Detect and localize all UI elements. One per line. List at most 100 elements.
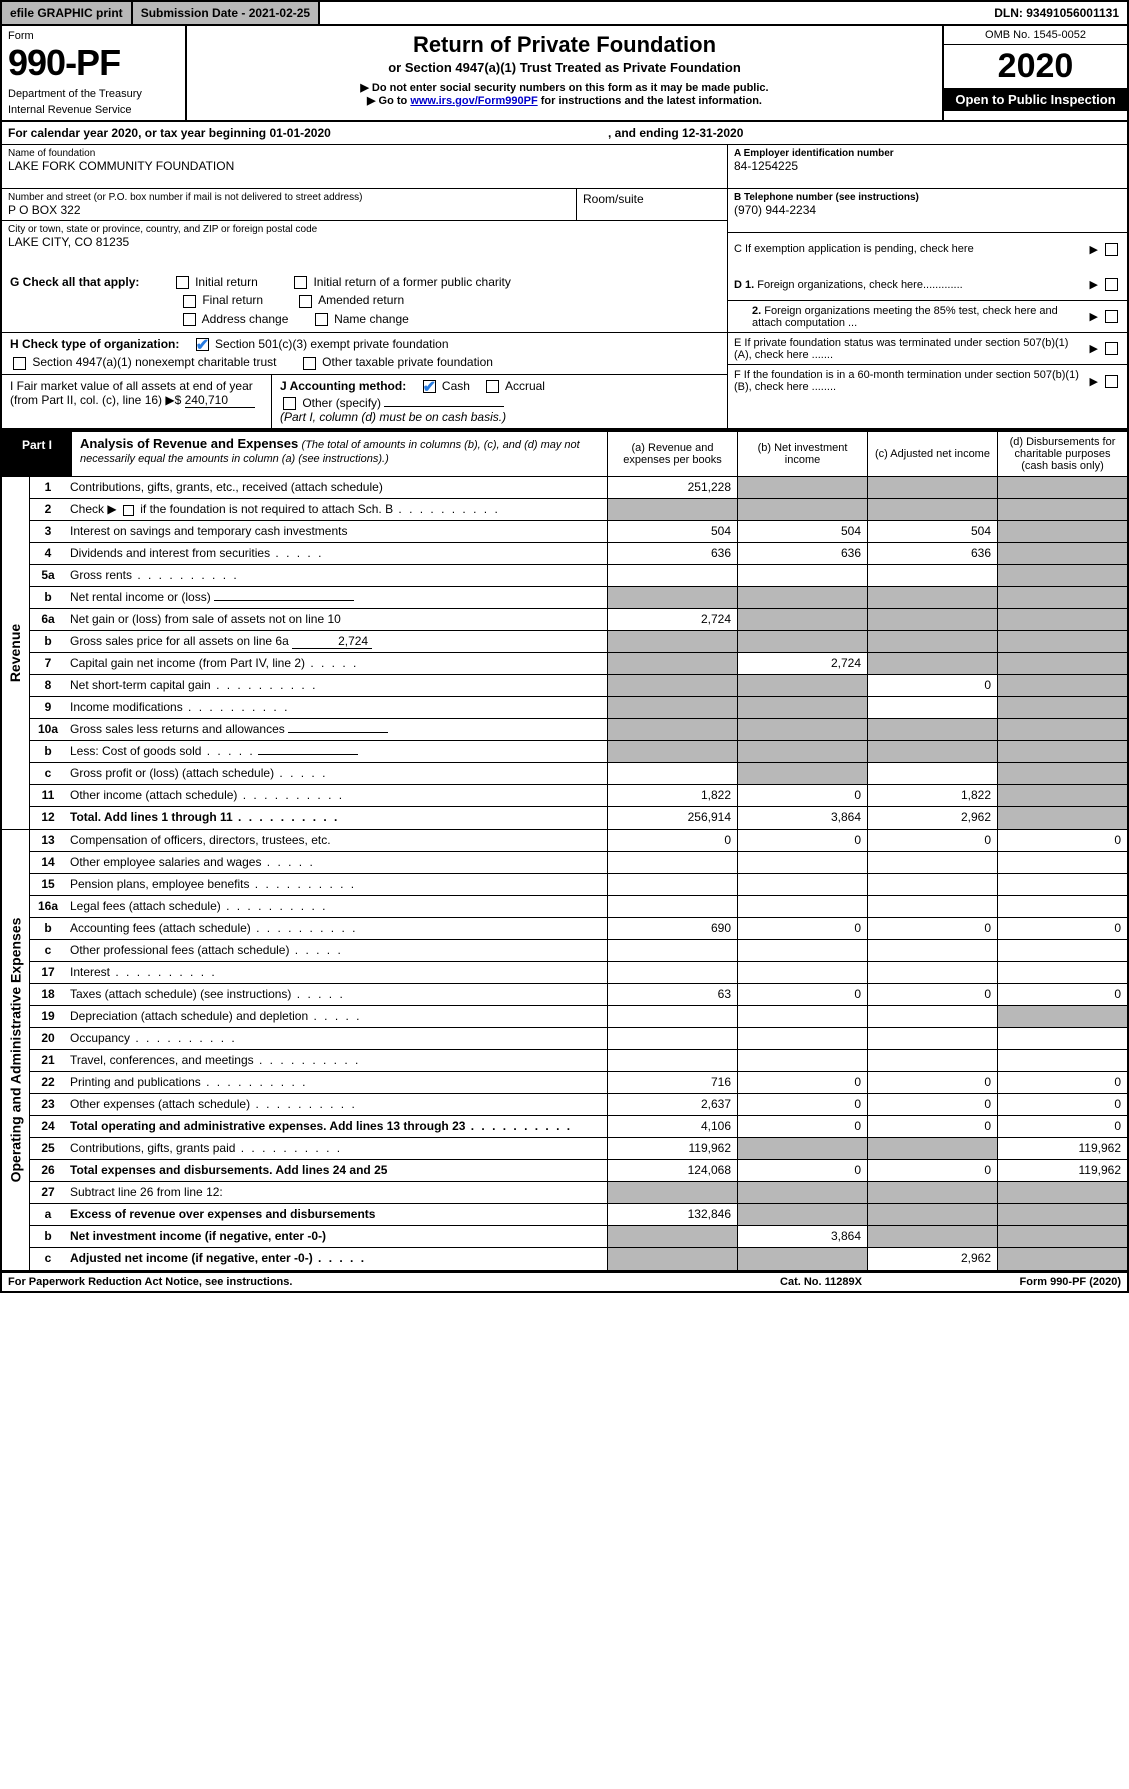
chk-other-method[interactable] bbox=[283, 397, 296, 410]
row-27a: aExcess of revenue over expenses and dis… bbox=[30, 1204, 1127, 1226]
header-center: Return of Private Foundation or Section … bbox=[187, 26, 942, 120]
c-exemption-row: C If exemption application is pending, c… bbox=[728, 233, 1127, 265]
dln: DLN: 93491056001131 bbox=[986, 2, 1127, 24]
g-label: G Check all that apply: bbox=[10, 275, 139, 289]
row-2: 2Check ▶ if the foundation is not requir… bbox=[30, 499, 1127, 521]
g-name-change: Name change bbox=[334, 312, 409, 326]
footer: For Paperwork Reduction Act Notice, see … bbox=[0, 1272, 1129, 1293]
i-value: 240,710 bbox=[185, 393, 255, 408]
row-19: 19Depreciation (attach schedule) and dep… bbox=[30, 1006, 1127, 1028]
row-18: 18Taxes (attach schedule) (see instructi… bbox=[30, 984, 1127, 1006]
d2-text: Foreign organizations meeting the 85% te… bbox=[752, 305, 1058, 329]
goto-suffix: for instructions and the latest informat… bbox=[538, 95, 762, 107]
row-14: 14Other employee salaries and wages bbox=[30, 852, 1127, 874]
chk-f[interactable] bbox=[1105, 375, 1118, 388]
j-other-blank bbox=[384, 406, 504, 407]
name-label: Name of foundation bbox=[8, 148, 721, 159]
info-block: Name of foundation LAKE FORK COMMUNITY F… bbox=[0, 145, 1129, 269]
ein-label: A Employer identification number bbox=[734, 148, 1121, 159]
row-6a: 6aNet gain or (loss) from sale of assets… bbox=[30, 609, 1127, 631]
name-value: LAKE FORK COMMUNITY FOUNDATION bbox=[8, 159, 721, 173]
j-label: J Accounting method: bbox=[280, 379, 406, 393]
arrow-icon: ▶ bbox=[1090, 243, 1098, 256]
dept-treasury: Department of the Treasury bbox=[8, 88, 179, 100]
form-header: Form 990-PF Department of the Treasury I… bbox=[0, 26, 1129, 122]
footer-center: Cat. No. 11289X bbox=[721, 1276, 921, 1288]
col-a-head: (a) Revenue and expenses per books bbox=[607, 432, 737, 476]
chk-name-change[interactable] bbox=[315, 313, 328, 326]
g-addr-change: Address change bbox=[202, 312, 289, 326]
d2-row: 2. Foreign organizations meeting the 85%… bbox=[728, 301, 1127, 333]
addr-label: Number and street (or P.O. box number if… bbox=[8, 192, 570, 203]
d1-text: Foreign organizations, check here.......… bbox=[757, 279, 962, 291]
chk-d1[interactable] bbox=[1105, 278, 1118, 291]
row-5a: 5aGross rents bbox=[30, 565, 1127, 587]
section-ghij: G Check all that apply: Initial return I… bbox=[0, 269, 1129, 430]
chk-amended[interactable] bbox=[299, 295, 312, 308]
row-1: 1Contributions, gifts, grants, etc., rec… bbox=[30, 477, 1127, 499]
foundation-name-cell: Name of foundation LAKE FORK COMMUNITY F… bbox=[2, 145, 727, 189]
j-accrual: Accrual bbox=[505, 379, 545, 393]
chk-accrual[interactable] bbox=[486, 380, 499, 393]
chk-cash[interactable] bbox=[423, 380, 436, 393]
chk-final[interactable] bbox=[183, 295, 196, 308]
row-17: 17Interest bbox=[30, 962, 1127, 984]
row-6b: bGross sales price for all assets on lin… bbox=[30, 631, 1127, 653]
address-cell: Number and street (or P.O. box number if… bbox=[2, 189, 577, 220]
row-16a: 16aLegal fees (attach schedule) bbox=[30, 896, 1127, 918]
ein-value: 84-1254225 bbox=[734, 159, 1121, 173]
j-cell: J Accounting method: Cash Accrual Other … bbox=[272, 375, 727, 429]
chk-4947[interactable] bbox=[13, 357, 26, 370]
chk-e[interactable] bbox=[1105, 342, 1118, 355]
g-initial-former: Initial return of a former public charit… bbox=[313, 275, 510, 289]
val-6b: 2,724 bbox=[292, 634, 372, 649]
chk-initial-return[interactable] bbox=[176, 276, 189, 289]
g-initial: Initial return bbox=[195, 275, 258, 289]
row-16c: cOther professional fees (attach schedul… bbox=[30, 940, 1127, 962]
chk-sch-b[interactable] bbox=[123, 505, 134, 516]
top-bar: efile GRAPHIC print Submission Date - 20… bbox=[0, 0, 1129, 26]
row-27c: cAdjusted net income (if negative, enter… bbox=[30, 1248, 1127, 1270]
h-opt2: Section 4947(a)(1) nonexempt charitable … bbox=[32, 355, 276, 369]
addr-value: P O BOX 322 bbox=[8, 203, 570, 217]
chk-addr-change[interactable] bbox=[183, 313, 196, 326]
header-left: Form 990-PF Department of the Treasury I… bbox=[2, 26, 187, 120]
row-10c: cGross profit or (loss) (attach schedule… bbox=[30, 763, 1127, 785]
form-word: Form bbox=[8, 30, 179, 42]
irs-label: Internal Revenue Service bbox=[8, 104, 179, 116]
j-note: (Part I, column (d) must be on cash basi… bbox=[280, 410, 719, 424]
c-checkbox[interactable] bbox=[1105, 243, 1118, 256]
ij-row: I Fair market value of all assets at end… bbox=[2, 374, 727, 429]
form-number: 990-PF bbox=[8, 42, 179, 84]
expenses-section: Operating and Administrative Expenses 13… bbox=[0, 830, 1129, 1272]
revenue-vert-label: Revenue bbox=[2, 477, 30, 829]
chk-d2[interactable] bbox=[1105, 310, 1118, 323]
g-row: G Check all that apply: Initial return I… bbox=[2, 269, 727, 333]
efile-badge: efile GRAPHIC print bbox=[2, 2, 133, 24]
cal-year-begin: For calendar year 2020, or tax year begi… bbox=[8, 126, 568, 140]
row-5b: bNet rental income or (loss) bbox=[30, 587, 1127, 609]
chk-other-tax[interactable] bbox=[303, 357, 316, 370]
row-21: 21Travel, conferences, and meetings bbox=[30, 1050, 1127, 1072]
open-public: Open to Public Inspection bbox=[944, 88, 1127, 111]
row-25: 25Contributions, gifts, grants paid119,9… bbox=[30, 1138, 1127, 1160]
expenses-vert-label: Operating and Administrative Expenses bbox=[2, 830, 30, 1270]
chk-501c3[interactable] bbox=[196, 338, 209, 351]
omb-number: OMB No. 1545-0052 bbox=[944, 26, 1127, 45]
calendar-year-row: For calendar year 2020, or tax year begi… bbox=[0, 122, 1129, 145]
row-3: 3Interest on savings and temporary cash … bbox=[30, 521, 1127, 543]
chk-initial-former[interactable] bbox=[294, 276, 307, 289]
arrow-icon: ▶ bbox=[1090, 342, 1098, 355]
c-label: C If exemption application is pending, c… bbox=[734, 243, 1086, 255]
e-row: E If private foundation status was termi… bbox=[728, 333, 1127, 365]
row-8: 8Net short-term capital gain0 bbox=[30, 675, 1127, 697]
irs-link[interactable]: www.irs.gov/Form990PF bbox=[410, 95, 537, 107]
row-4: 4Dividends and interest from securities6… bbox=[30, 543, 1127, 565]
row-12: 12Total. Add lines 1 through 11256,9143,… bbox=[30, 807, 1127, 829]
row-9: 9Income modifications bbox=[30, 697, 1127, 719]
h-label: H Check type of organization: bbox=[10, 337, 179, 351]
part1-header: Part I Analysis of Revenue and Expenses … bbox=[0, 430, 1129, 477]
row-23: 23Other expenses (attach schedule)2,6370… bbox=[30, 1094, 1127, 1116]
part1-desc: Analysis of Revenue and Expenses (The to… bbox=[72, 432, 607, 476]
row-16b: bAccounting fees (attach schedule)690000 bbox=[30, 918, 1127, 940]
